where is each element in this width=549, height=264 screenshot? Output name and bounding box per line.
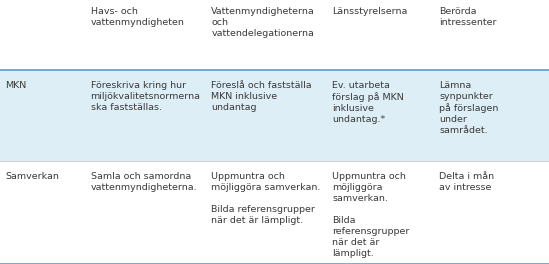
Text: MKN: MKN [5,81,27,89]
Text: Föreskriva kring hur
miljökvalitetsnormerna
ska fastställas.: Föreskriva kring hur miljökvalitetsnorme… [91,81,200,112]
Text: Ev. utarbeta
förslag på MKN
inklusive
undantag.*: Ev. utarbeta förslag på MKN inklusive un… [332,81,404,124]
Text: Havs- och
vattenmyndigheten: Havs- och vattenmyndigheten [91,7,184,27]
Text: Samla och samordna
vattenmyndigheterna.: Samla och samordna vattenmyndigheterna. [91,172,197,192]
Text: Lämna
synpunkter
på förslagen
under
samrådet.: Lämna synpunkter på förslagen under samr… [439,81,498,135]
Bar [0,0,549,70]
Text: Uppmuntra och
möjliggöra samverkan.

Bilda referensgrupper
när det är lämpligt.: Uppmuntra och möjliggöra samverkan. Bild… [211,172,321,225]
Bar [0,70,549,161]
Text: Samverkan: Samverkan [5,172,59,181]
Text: Vattenmyndigheterna
och
vattendelegationerna: Vattenmyndigheterna och vattendelegation… [211,7,315,38]
Text: Delta i mån
av intresse: Delta i mån av intresse [439,172,494,192]
Text: Berörda
intressenter: Berörda intressenter [439,7,497,27]
Text: Länsstyrelserna: Länsstyrelserna [332,7,407,16]
Text: Föreslå och fastställa
MKN inklusive
undantag: Föreslå och fastställa MKN inklusive und… [211,81,312,112]
Bar [0,161,549,264]
Text: Uppmuntra och
möjliggöra
samverkan.

Bilda
referensgrupper
när det är
lämpligt.: Uppmuntra och möjliggöra samverkan. Bild… [332,172,410,258]
